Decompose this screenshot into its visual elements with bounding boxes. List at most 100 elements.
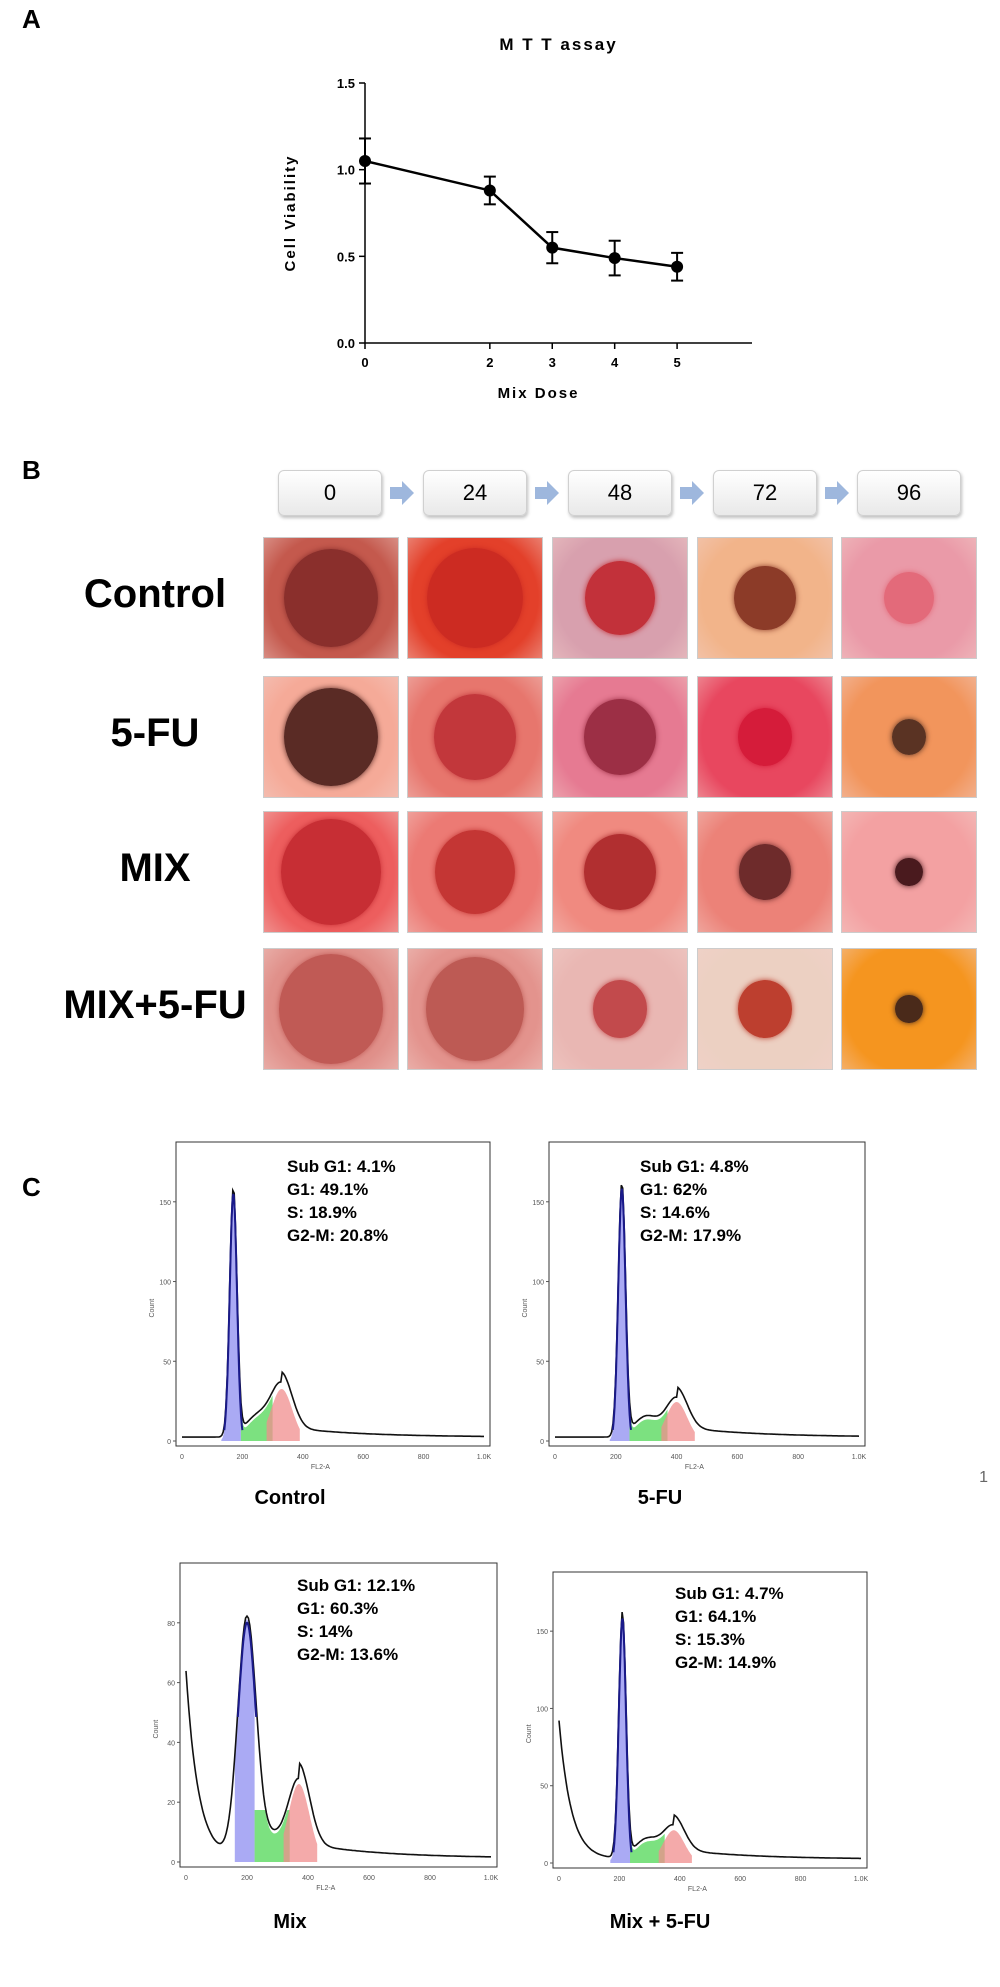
plot-frame (552, 1571, 868, 1869)
data-point (359, 155, 371, 167)
y-tick-label: 0 (167, 1439, 171, 1446)
x-tick-label: 1.0K (854, 1876, 869, 1883)
spheroid (278, 953, 384, 1065)
cell-cycle-stats: Sub G1: 4.1% G1: 49.1% S: 18.9% G2-M: 20.8% (287, 1155, 396, 1247)
stat-line: G2-M: 17.9% (640, 1226, 742, 1245)
x-tick-label: 1.0K (852, 1454, 867, 1461)
y-tick-label: 0 (544, 1861, 548, 1868)
stat-line: Sub G1: 4.8% (640, 1157, 749, 1176)
spheroid (435, 830, 515, 914)
stat-line: S: 15.3% (675, 1630, 745, 1649)
x-axis-label: FL2-A (316, 1885, 335, 1892)
x-tick-label: 200 (241, 1875, 253, 1882)
x-tick-label: 200 (610, 1454, 622, 1461)
plot-frame (179, 1562, 498, 1868)
s-phase-fill (629, 1404, 668, 1441)
g2m-peak-fill (661, 1402, 695, 1441)
stat-line: G1: 49.1% (287, 1180, 369, 1199)
spheroid-image (841, 948, 977, 1070)
x-tick-label: 400 (671, 1454, 683, 1461)
spheroid (280, 819, 382, 925)
y-tick-label: 0.0 (337, 336, 355, 351)
histogram-title: 5-FU (637, 1487, 683, 1509)
x-tick-label: 2 (486, 355, 493, 370)
panel-label-c: C (22, 1172, 41, 1202)
chart-title: M T T assay (499, 35, 617, 54)
page-number: 1 (979, 1469, 988, 1486)
spheroid (427, 547, 523, 649)
cell-cycle-stats: Sub G1: 12.1% G1: 60.3% S: 14% G2-M: 13.6% (297, 1574, 415, 1666)
spheroid-image (263, 811, 399, 933)
stat-line: G2-M: 13.6% (297, 1645, 399, 1664)
g1-peak-fill (234, 1619, 255, 1862)
x-tick-label: 800 (792, 1454, 804, 1461)
spheroid (426, 957, 524, 1061)
x-tick-label: 400 (297, 1454, 309, 1461)
treatment-label: MIX (119, 846, 191, 890)
x-tick-label: 0 (180, 1454, 184, 1461)
x-tick-label: 600 (363, 1875, 375, 1882)
y-tick-label: 1.5 (337, 76, 355, 91)
data-point (546, 241, 559, 254)
cell-cycle-histogram: 0 50 100 150 0 200 400 600 800 1.0K FL2-A Count (526, 1571, 869, 1893)
g1-peak-curve (223, 1193, 244, 1431)
s-phase-fill (630, 1827, 665, 1863)
x-tick-label: 3 (549, 355, 556, 370)
x-tick-label: 800 (795, 1876, 807, 1883)
histogram-curve (555, 1184, 860, 1438)
y-axis-label: Count (522, 1299, 529, 1318)
spheroid (284, 548, 378, 648)
stat-line: S: 14% (297, 1622, 353, 1641)
data-point (483, 184, 496, 197)
spheroid (433, 693, 516, 781)
x-tick-label: 0 (184, 1875, 188, 1882)
spheroid-image (697, 811, 833, 933)
spheroid-image (697, 537, 833, 659)
x-tick-label: 4 (611, 355, 619, 370)
x-tick-label: 0 (557, 1876, 561, 1883)
g2m-peak-fill (283, 1784, 318, 1862)
spheroid (737, 708, 793, 766)
treatment-label: 5-FU (110, 711, 200, 755)
spheroid (895, 857, 923, 887)
spheroid-image (552, 537, 688, 659)
g1-peak-curve (612, 1618, 633, 1853)
spheroid-image (552, 811, 688, 933)
data-point (608, 252, 621, 265)
stat-line: G2-M: 20.8% (287, 1226, 389, 1245)
spheroid-image (407, 676, 543, 798)
cell-cycle-stats: Sub G1: 4.8% G1: 62% S: 14.6% G2-M: 17.9% (640, 1155, 749, 1247)
y-tick-label: 150 (536, 1629, 548, 1636)
y-tick-label: 100 (159, 1280, 171, 1287)
y-axis-label: Count (526, 1724, 533, 1743)
histogram-title: Control (254, 1487, 326, 1509)
g1-peak-curve (236, 1621, 258, 1717)
spheroid (738, 844, 792, 900)
s-phase-fill (240, 1395, 273, 1441)
spheroid-image (697, 948, 833, 1070)
spheroid (734, 565, 796, 631)
y-tick-label: 60 (167, 1681, 175, 1688)
y-tick-label: 80 (167, 1621, 175, 1628)
y-tick-label: 40 (167, 1740, 175, 1747)
stat-line: G1: 62% (640, 1180, 708, 1199)
x-tick-label: 400 (302, 1875, 314, 1882)
y-tick-label: 20 (167, 1800, 175, 1807)
treatment-label: Control (83, 572, 227, 616)
y-axis-label: Count (149, 1299, 156, 1318)
stat-line: G1: 60.3% (297, 1599, 379, 1618)
panel-label-b: B (22, 455, 41, 485)
spheroid-image (407, 811, 543, 933)
spheroid-image (841, 676, 977, 798)
x-axis-label: Mix Dose (498, 385, 580, 402)
y-tick-label: 100 (536, 1706, 548, 1713)
y-tick-label: 1.0 (337, 163, 355, 178)
x-tick-label: 0 (553, 1454, 557, 1461)
x-tick-label: 600 (732, 1454, 744, 1461)
stat-line: Sub G1: 4.7% (675, 1584, 784, 1603)
spheroid-image (552, 676, 688, 798)
spheroid-image (263, 948, 399, 1070)
y-tick-label: 0 (171, 1860, 175, 1867)
y-tick-label: 0.5 (337, 249, 355, 264)
